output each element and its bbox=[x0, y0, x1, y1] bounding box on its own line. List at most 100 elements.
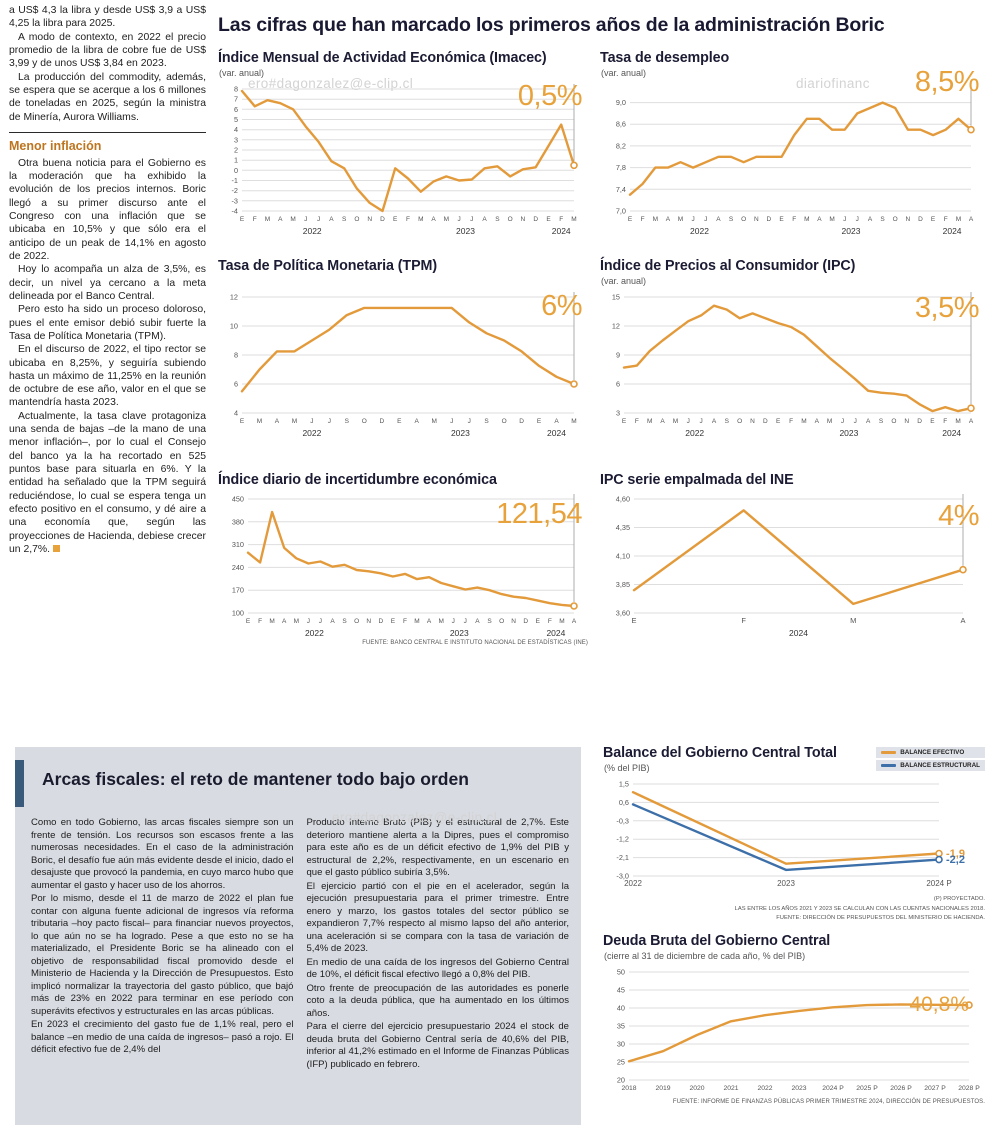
svg-text:E: E bbox=[779, 216, 784, 223]
svg-text:F: F bbox=[741, 616, 746, 625]
svg-text:4,60: 4,60 bbox=[616, 495, 630, 504]
svg-text:2018: 2018 bbox=[621, 1085, 636, 1092]
svg-text:E: E bbox=[930, 418, 935, 425]
svg-text:F: F bbox=[559, 216, 563, 223]
svg-text:-3,0: -3,0 bbox=[616, 872, 629, 881]
svg-text:M: M bbox=[431, 418, 436, 425]
chart-title: Índice de Precios al Consumidor (IPC) bbox=[600, 258, 856, 274]
svg-text:J: J bbox=[843, 216, 846, 223]
svg-text:M: M bbox=[956, 216, 961, 223]
svg-text:F: F bbox=[944, 216, 948, 223]
svg-text:F: F bbox=[635, 418, 639, 425]
chart-subtitle: (var. anual) bbox=[601, 68, 647, 78]
article-paragraph: La producción del commodity, además, se … bbox=[9, 71, 206, 123]
fiscal-panel-columns: Como en todo Gobierno, las arcas fiscale… bbox=[31, 817, 569, 1072]
svg-text:380: 380 bbox=[232, 517, 244, 526]
svg-text:J: J bbox=[699, 418, 702, 425]
chart-legend: BALANCE EFECTIVO BALANCE ESTRUCTURAL bbox=[876, 747, 985, 771]
svg-text:O: O bbox=[508, 216, 513, 223]
svg-text:A: A bbox=[960, 616, 965, 625]
svg-text:E: E bbox=[397, 418, 402, 425]
svg-text:2023: 2023 bbox=[777, 879, 795, 888]
chart-subtitle: (var. anual) bbox=[219, 68, 265, 78]
svg-text:-3: -3 bbox=[232, 196, 239, 205]
svg-text:O: O bbox=[362, 418, 367, 425]
svg-text:O: O bbox=[893, 216, 898, 223]
svg-text:M: M bbox=[292, 418, 297, 425]
svg-text:M: M bbox=[804, 216, 809, 223]
svg-text:S: S bbox=[345, 418, 350, 425]
svg-text:E: E bbox=[246, 618, 251, 625]
svg-text:S: S bbox=[879, 418, 884, 425]
svg-text:M: M bbox=[827, 418, 832, 425]
svg-text:4: 4 bbox=[234, 409, 238, 418]
svg-text:S: S bbox=[484, 418, 489, 425]
fiscal-paragraph: Como en todo Gobierno, las arcas fiscale… bbox=[31, 817, 294, 891]
svg-text:J: J bbox=[687, 418, 690, 425]
svg-text:O: O bbox=[737, 418, 742, 425]
svg-text:O: O bbox=[354, 618, 359, 625]
chart-card-ipc-ine: IPC serie empalmada del INE 4% 4,60 4,35 4… bbox=[600, 472, 985, 639]
svg-text:F: F bbox=[406, 216, 410, 223]
chart-title: Índice diario de incertidumbre económica bbox=[218, 472, 497, 488]
svg-text:J: J bbox=[307, 618, 310, 625]
article-paragraph: Actualmente, la tasa clave protagoniza u… bbox=[9, 410, 206, 556]
svg-text:E: E bbox=[537, 418, 542, 425]
svg-text:M: M bbox=[444, 216, 449, 223]
fiscal-panel: Arcas fiscales: el reto de mantener todo… bbox=[15, 747, 581, 1125]
svg-text:F: F bbox=[943, 418, 947, 425]
svg-text:4,10: 4,10 bbox=[616, 552, 630, 561]
svg-text:O: O bbox=[502, 418, 507, 425]
svg-text:2023: 2023 bbox=[450, 628, 469, 638]
fiscal-column-2: Producto Interno Bruto (PIB) y el estruc… bbox=[307, 817, 570, 1072]
svg-text:O: O bbox=[499, 618, 504, 625]
svg-text:-1,2: -1,2 bbox=[616, 835, 629, 844]
svg-text:8: 8 bbox=[234, 351, 238, 360]
chart-title: Índice Mensual de Actividad Económica (I… bbox=[218, 50, 547, 66]
svg-text:50: 50 bbox=[617, 968, 625, 977]
svg-text:A: A bbox=[716, 216, 721, 223]
svg-text:9: 9 bbox=[616, 351, 620, 360]
svg-text:0: 0 bbox=[234, 166, 238, 175]
svg-text:2024: 2024 bbox=[789, 628, 808, 638]
chart-note: (P) PROYECTADO. bbox=[933, 896, 985, 902]
svg-text:2022: 2022 bbox=[624, 879, 642, 888]
svg-text:8: 8 bbox=[234, 85, 238, 94]
svg-text:D: D bbox=[533, 216, 538, 223]
svg-text:F: F bbox=[792, 216, 796, 223]
page-title: Las cifras que han marcado los primeros … bbox=[218, 14, 885, 36]
svg-text:D: D bbox=[378, 618, 383, 625]
svg-text:7,4: 7,4 bbox=[616, 185, 626, 194]
svg-text:170: 170 bbox=[232, 586, 244, 595]
svg-text:30: 30 bbox=[617, 1040, 625, 1049]
svg-text:D: D bbox=[380, 216, 385, 223]
fiscal-panel-title: Arcas fiscales: el reto de mantener todo… bbox=[42, 769, 469, 789]
svg-text:12: 12 bbox=[230, 293, 238, 302]
desempleo-line-chart: 9,08,68,27,87,47,0E F M A M J J A S O N D E F M A M J J A S O… bbox=[616, 84, 975, 236]
svg-text:A: A bbox=[427, 618, 432, 625]
article-paragraph: A modo de contexto, en 2022 el precio pr… bbox=[9, 31, 206, 70]
svg-text:2027 P: 2027 P bbox=[924, 1085, 946, 1092]
svg-text:N: N bbox=[366, 618, 371, 625]
svg-text:2022: 2022 bbox=[305, 628, 324, 638]
svg-text:J: J bbox=[450, 418, 453, 425]
svg-text:E: E bbox=[240, 216, 245, 223]
svg-text:2024: 2024 bbox=[547, 428, 566, 438]
chart-card-ipc: Índice de Precios al Consumidor (IPC) (v… bbox=[600, 258, 985, 439]
svg-text:J: J bbox=[464, 618, 467, 625]
svg-text:F: F bbox=[253, 216, 257, 223]
svg-text:N: N bbox=[521, 216, 526, 223]
left-article-column: a US$ 4,3 la libra y desde US$ 3,9 a US$… bbox=[9, 4, 206, 556]
svg-text:8,6: 8,6 bbox=[616, 120, 626, 129]
svg-text:E: E bbox=[622, 418, 627, 425]
svg-text:M: M bbox=[559, 618, 564, 625]
fiscal-paragraph: Producto Interno Bruto (PIB) y el estruc… bbox=[306, 817, 570, 878]
svg-text:7,0: 7,0 bbox=[616, 207, 626, 216]
svg-text:D: D bbox=[379, 418, 384, 425]
svg-text:J: J bbox=[317, 216, 320, 223]
svg-text:F: F bbox=[548, 618, 552, 625]
